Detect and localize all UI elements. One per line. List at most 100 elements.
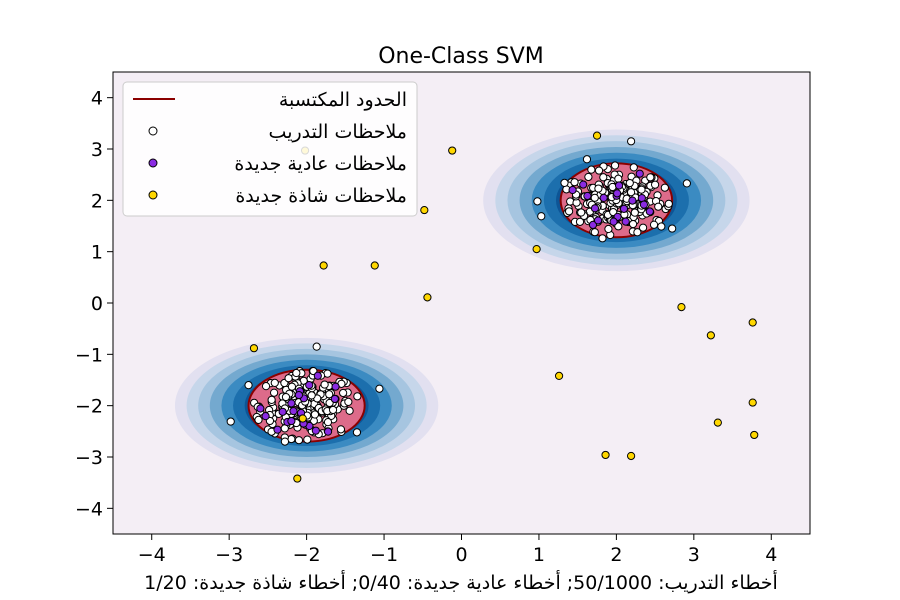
training-point (336, 425, 346, 434)
training-point (292, 368, 301, 378)
normal-new-point (294, 390, 304, 400)
normal-new-point (639, 200, 649, 209)
normal-new-point (599, 193, 608, 202)
legend-label-training: ملاحظات التدريب (269, 121, 407, 143)
training-point (310, 410, 320, 419)
training-point (284, 374, 293, 383)
training-point (352, 428, 362, 437)
training-point (560, 178, 569, 187)
training-point (649, 220, 659, 229)
abnormal-new-point (677, 303, 686, 312)
training-point (339, 388, 348, 398)
abnormal-new-point (420, 205, 429, 215)
y-tick-label: 3 (91, 139, 103, 161)
abnormal-new-point (627, 451, 636, 461)
x-tick-label: −3 (215, 544, 243, 566)
normal-new-point (579, 180, 588, 189)
normal-new-point (628, 196, 637, 205)
y-tick-label: −1 (75, 344, 103, 366)
training-point (650, 180, 660, 189)
training-point (668, 224, 677, 233)
abnormal-new-point (319, 261, 328, 270)
chart-title: One-Class SVM (378, 44, 544, 69)
training-point (637, 185, 646, 194)
y-axis-ticks: −4 −3 −2 −1 0 1 2 3 4 (75, 88, 113, 520)
abnormal-new-point (370, 261, 379, 270)
x-axis-ticks: −4 −3 −2 −1 0 1 2 3 4 (138, 534, 777, 566)
normal-new-point (323, 427, 333, 436)
training-point (564, 207, 574, 216)
normal-new-point (635, 169, 644, 178)
training-point (598, 234, 607, 243)
legend-label-abnormal: ملاحظات شاذة جديدة (235, 185, 407, 207)
y-tick-label: −3 (75, 447, 103, 469)
legend: الحدود المكتسبة ملاحظات التدريب ملاحظات … (122, 81, 418, 217)
training-point (325, 390, 334, 399)
abnormal-new-point (592, 131, 602, 140)
x-tick-label: −4 (138, 544, 166, 566)
training-point (604, 224, 613, 234)
training-point (328, 405, 338, 415)
normal-new-point (330, 394, 339, 404)
normal-new-point (588, 220, 598, 229)
normal-new-point (609, 217, 618, 226)
training-point (344, 397, 353, 406)
x-tick-label: 1 (533, 544, 545, 566)
x-tick-label: 0 (455, 544, 467, 566)
scatter-points (226, 131, 759, 483)
training-point (654, 202, 663, 211)
normal-new-point (256, 404, 265, 413)
training-point (614, 222, 623, 231)
legend-normal-marker (148, 158, 158, 168)
normal-new-point (614, 181, 624, 190)
training-point (267, 395, 276, 404)
normal-new-point (583, 191, 592, 201)
normal-new-point (313, 371, 322, 380)
normal-new-point (568, 185, 577, 195)
training-point (244, 381, 253, 390)
normal-new-point (613, 189, 622, 198)
training-point (682, 179, 691, 188)
normal-new-point (593, 216, 603, 225)
abnormal-new-point (298, 414, 307, 423)
training-point (254, 415, 263, 424)
normal-new-point (273, 425, 282, 434)
training-point (594, 166, 604, 175)
training-point (660, 183, 669, 192)
normal-new-point (621, 217, 630, 226)
training-point (269, 388, 279, 397)
training-point (226, 417, 235, 426)
training-point (312, 342, 321, 351)
normal-new-point (311, 426, 320, 435)
normal-new-point (305, 380, 314, 390)
training-point (303, 435, 312, 444)
x-axis-label: أخطاء التدريب: 50/1000; أخطاء عادية جديد… (144, 570, 778, 594)
training-point (307, 391, 316, 400)
training-point (590, 228, 599, 237)
training-point (638, 223, 648, 232)
legend-label-normal: ملاحظات عادية جديدة (234, 153, 407, 175)
training-point (320, 380, 329, 389)
training-point (610, 161, 620, 170)
legend-training-marker (148, 126, 158, 136)
training-point (287, 382, 297, 391)
training-point (625, 178, 634, 188)
training-point (629, 163, 638, 172)
training-point (537, 212, 546, 221)
abnormal-new-point (748, 398, 757, 407)
normal-new-point (278, 407, 287, 416)
training-point (628, 219, 638, 229)
abnormal-new-point (554, 371, 564, 380)
training-point (353, 392, 362, 401)
legend-abnormal-marker (148, 190, 158, 200)
normal-new-point (619, 204, 629, 213)
abnormal-new-point (748, 318, 757, 327)
normal-new-point (261, 412, 270, 421)
training-point (614, 174, 623, 183)
training-point (587, 165, 596, 174)
training-point (633, 228, 642, 237)
abnormal-new-point (249, 344, 259, 353)
y-tick-label: −2 (75, 396, 103, 418)
normal-new-point (287, 399, 296, 408)
